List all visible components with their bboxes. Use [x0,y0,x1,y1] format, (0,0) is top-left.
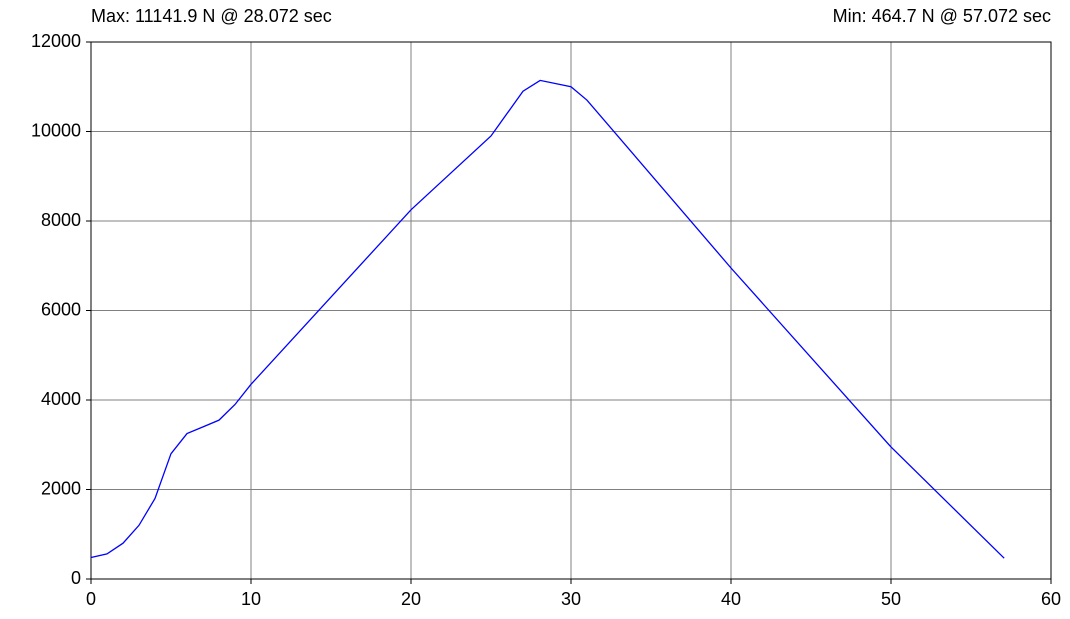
x-tick-label: 10 [241,589,261,609]
y-tick-label: 0 [71,568,81,588]
y-tick-label: 2000 [41,478,81,498]
x-tick-label: 0 [86,589,96,609]
x-tick-label: 20 [401,589,421,609]
x-tick-label: 50 [881,589,901,609]
data-line [90,79,1005,559]
x-tick-label: 60 [1041,589,1061,609]
y-tick-label: 8000 [41,210,81,230]
x-tick-label: 40 [721,589,741,609]
min-annotation: Min: 464.7 N @ 57.072 sec [833,6,1051,26]
y-tick-label: 12000 [31,31,81,51]
x-tick-label: 30 [561,589,581,609]
plot-border [90,41,1052,580]
y-tick-label: 4000 [41,389,81,409]
max-annotation: Max: 11141.9 N @ 28.072 sec [91,6,332,26]
y-tick-label: 10000 [31,120,81,140]
y-tick-label: 6000 [41,299,81,319]
